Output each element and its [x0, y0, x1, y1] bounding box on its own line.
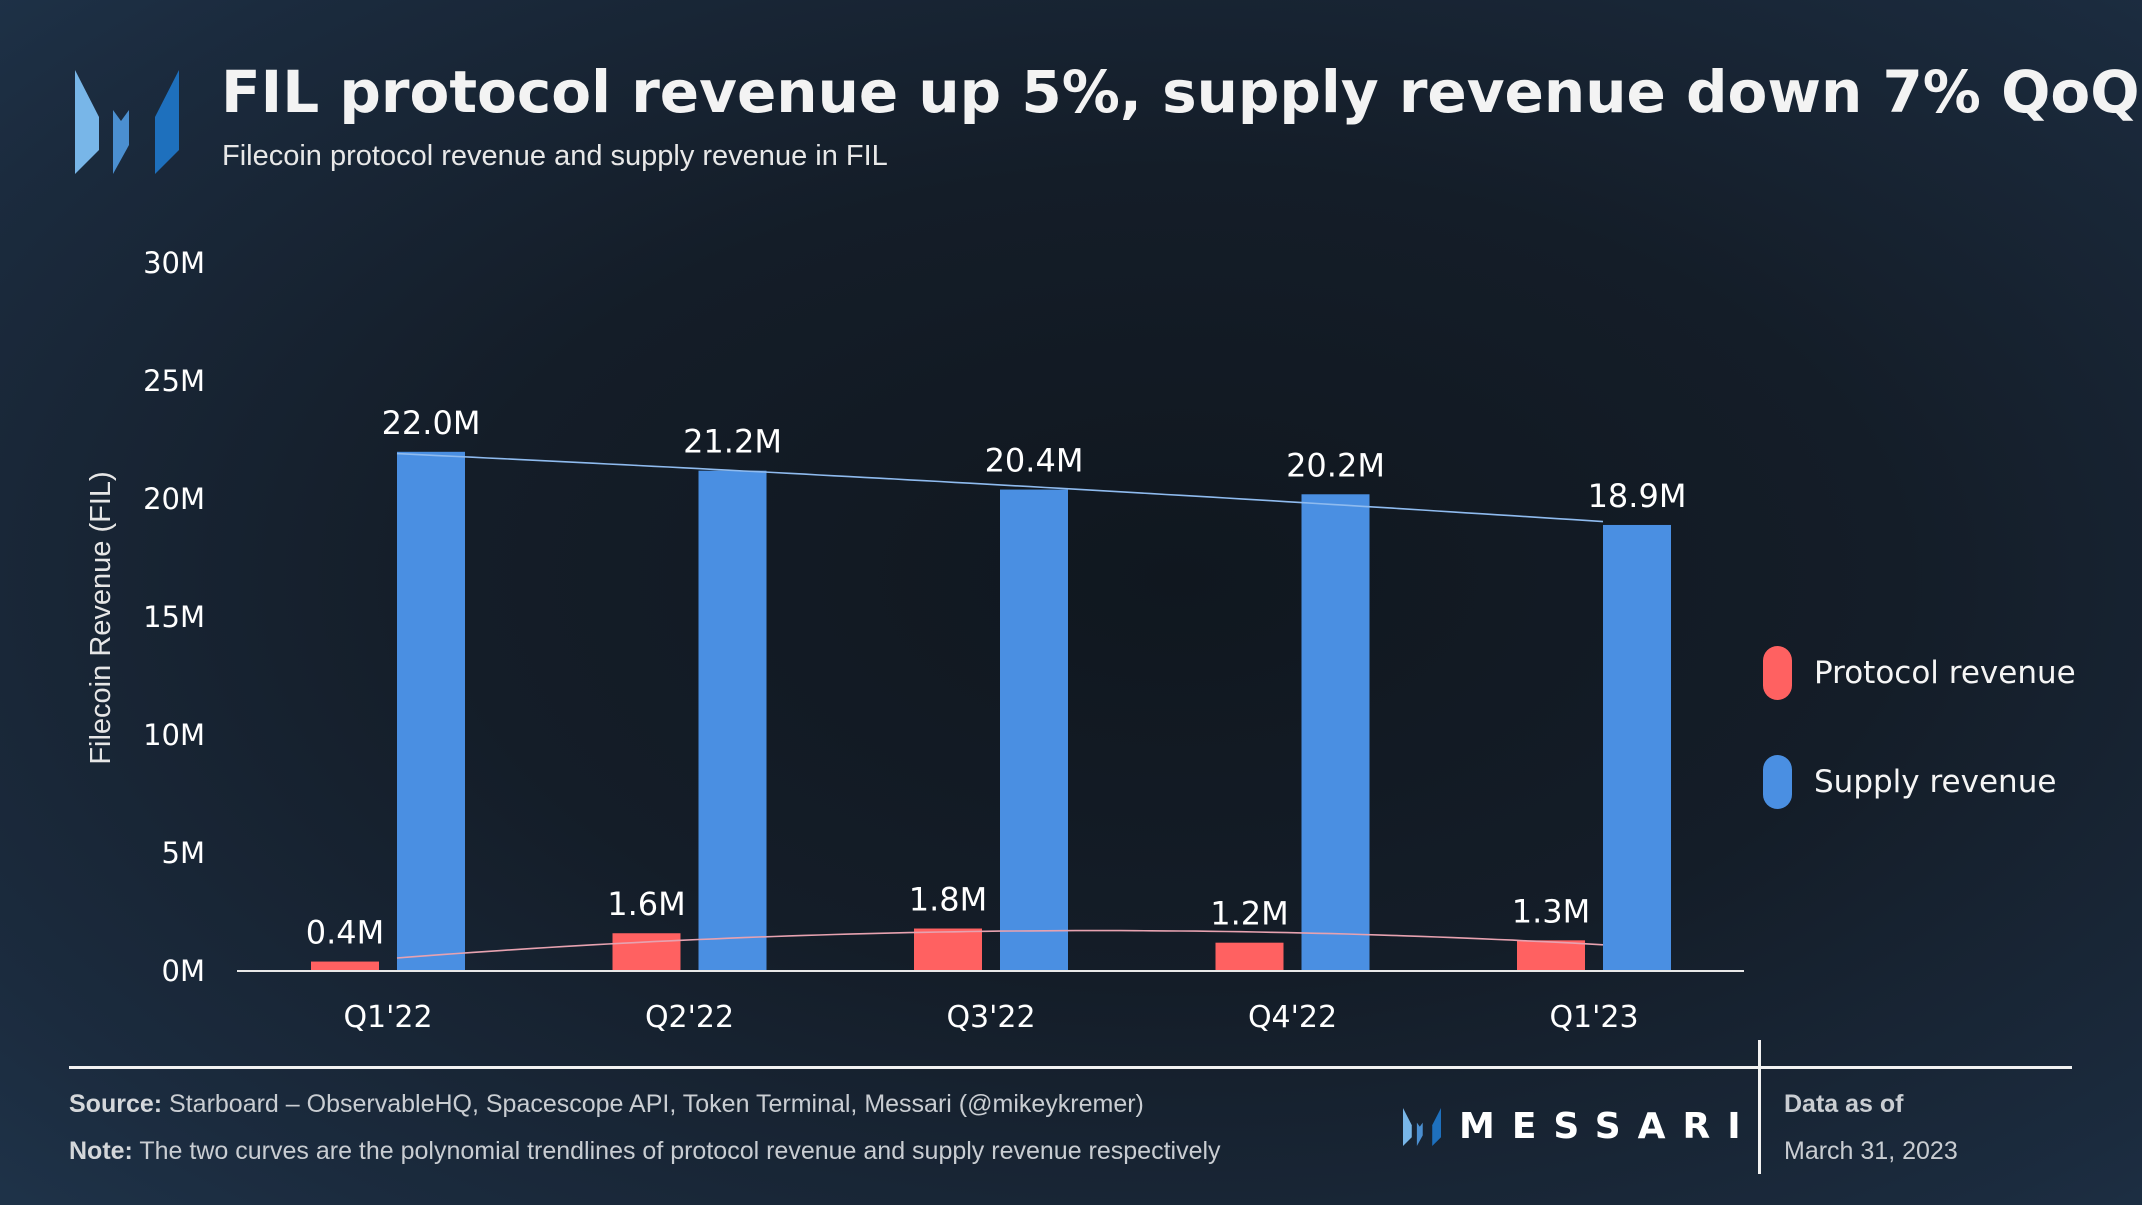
- data-label-protocol: 1.2M: [1210, 895, 1289, 933]
- x-tick-label: Q1'23: [1549, 1000, 1638, 1035]
- data-label-protocol: 1.6M: [607, 885, 686, 923]
- y-axis-title: Filecoin Revenue (FIL): [85, 471, 117, 764]
- data-labels: 0.4M 22.0M 1.6M 21.2M 1.8M 20.4M 1.2M 20.2M 1.3M…: [306, 404, 1687, 952]
- bar-supply-4[interactable]: [1603, 524, 1671, 971]
- x-tick-label: Q3'22: [946, 1000, 1035, 1035]
- footer-divider-vertical: [1758, 1040, 1761, 1174]
- bar-supply-1[interactable]: [698, 470, 767, 971]
- bar-supply-2[interactable]: [1000, 489, 1068, 971]
- y-tick-label: 0M: [162, 954, 205, 988]
- bar-protocol-4[interactable]: [1517, 940, 1585, 971]
- bar-supply-3[interactable]: [1301, 494, 1370, 971]
- trendlines: [396, 452, 1604, 959]
- footer-divider-horizontal: [69, 1066, 2072, 1069]
- data-label-supply: 21.2M: [683, 423, 782, 461]
- legend-swatch-supply: [1763, 755, 1792, 809]
- data-label-supply: 20.4M: [985, 442, 1084, 480]
- source-text: Starboard – ObservableHQ, Spacescope API…: [162, 1090, 1144, 1118]
- x-tick-label: Q4'22: [1248, 1000, 1337, 1035]
- data-as-of-date: March 31, 2023: [1784, 1137, 1958, 1165]
- logo-bar-middle: [113, 110, 129, 174]
- note-label: Note:: [69, 1137, 133, 1165]
- chart-title: FIL protocol revenue up 5%, supply reven…: [221, 58, 2140, 126]
- y-tick-label: 10M: [143, 718, 205, 752]
- data-label-supply: 18.9M: [1588, 477, 1687, 515]
- x-tick-label: Q2'22: [645, 1000, 734, 1035]
- data-label-protocol: 1.8M: [909, 881, 988, 919]
- bars: [311, 451, 1671, 971]
- bar-protocol-1[interactable]: [612, 933, 681, 971]
- x-axis-labels: Q1'22 Q2'22 Q3'22 Q4'22 Q1'23: [343, 1000, 1638, 1035]
- y-tick-label: 15M: [143, 600, 205, 634]
- source-note: Source: Starboard – ObservableHQ, Spaces…: [69, 1090, 1144, 1119]
- trendline-supply: [396, 452, 1604, 523]
- bar-protocol-0[interactable]: [311, 961, 379, 971]
- bar-protocol-2[interactable]: [914, 928, 982, 971]
- legend-item-supply-revenue[interactable]: Supply revenue: [1763, 755, 2056, 809]
- y-tick-label: 30M: [143, 246, 205, 280]
- y-axis-ticks: 0M 5M 10M 15M 20M 25M 30M: [143, 246, 205, 988]
- data-as-of-label: Data as of: [1784, 1090, 1904, 1118]
- messari-brand-logo-icon: [1403, 1107, 1441, 1146]
- legend-label-protocol: Protocol revenue: [1814, 655, 2076, 691]
- messari-brand: MESSARI: [1403, 1106, 1758, 1147]
- chart-subtitle: Filecoin protocol revenue and supply rev…: [222, 140, 888, 172]
- data-label-supply: 20.2M: [1286, 446, 1385, 484]
- bar-protocol-3[interactable]: [1215, 942, 1284, 971]
- trendline-protocol: [396, 929, 1604, 959]
- y-tick-label: 20M: [143, 482, 205, 516]
- note-text: The two curves are the polynomial trendl…: [132, 1137, 1221, 1165]
- data-label-supply: 22.0M: [382, 404, 481, 442]
- legend-item-protocol-revenue[interactable]: Protocol revenue: [1763, 646, 2076, 700]
- data-label-protocol: 1.3M: [1512, 892, 1591, 930]
- data-label-protocol: 0.4M: [306, 914, 385, 952]
- source-label: Source:: [69, 1090, 163, 1118]
- footnote: Note: The two curves are the polynomial …: [69, 1137, 1221, 1166]
- messari-logo-icon: [75, 70, 179, 174]
- messari-wordmark: MESSARI: [1459, 1106, 1758, 1147]
- bar-supply-0[interactable]: [397, 451, 465, 971]
- legend-label-supply: Supply revenue: [1814, 764, 2057, 800]
- legend-swatch-protocol: [1763, 646, 1792, 700]
- x-tick-label: Q1'22: [343, 1000, 432, 1035]
- y-tick-label: 5M: [162, 836, 205, 870]
- y-tick-label: 25M: [143, 364, 205, 398]
- logo-bar-right: [155, 70, 179, 174]
- logo-bar-left: [75, 70, 99, 174]
